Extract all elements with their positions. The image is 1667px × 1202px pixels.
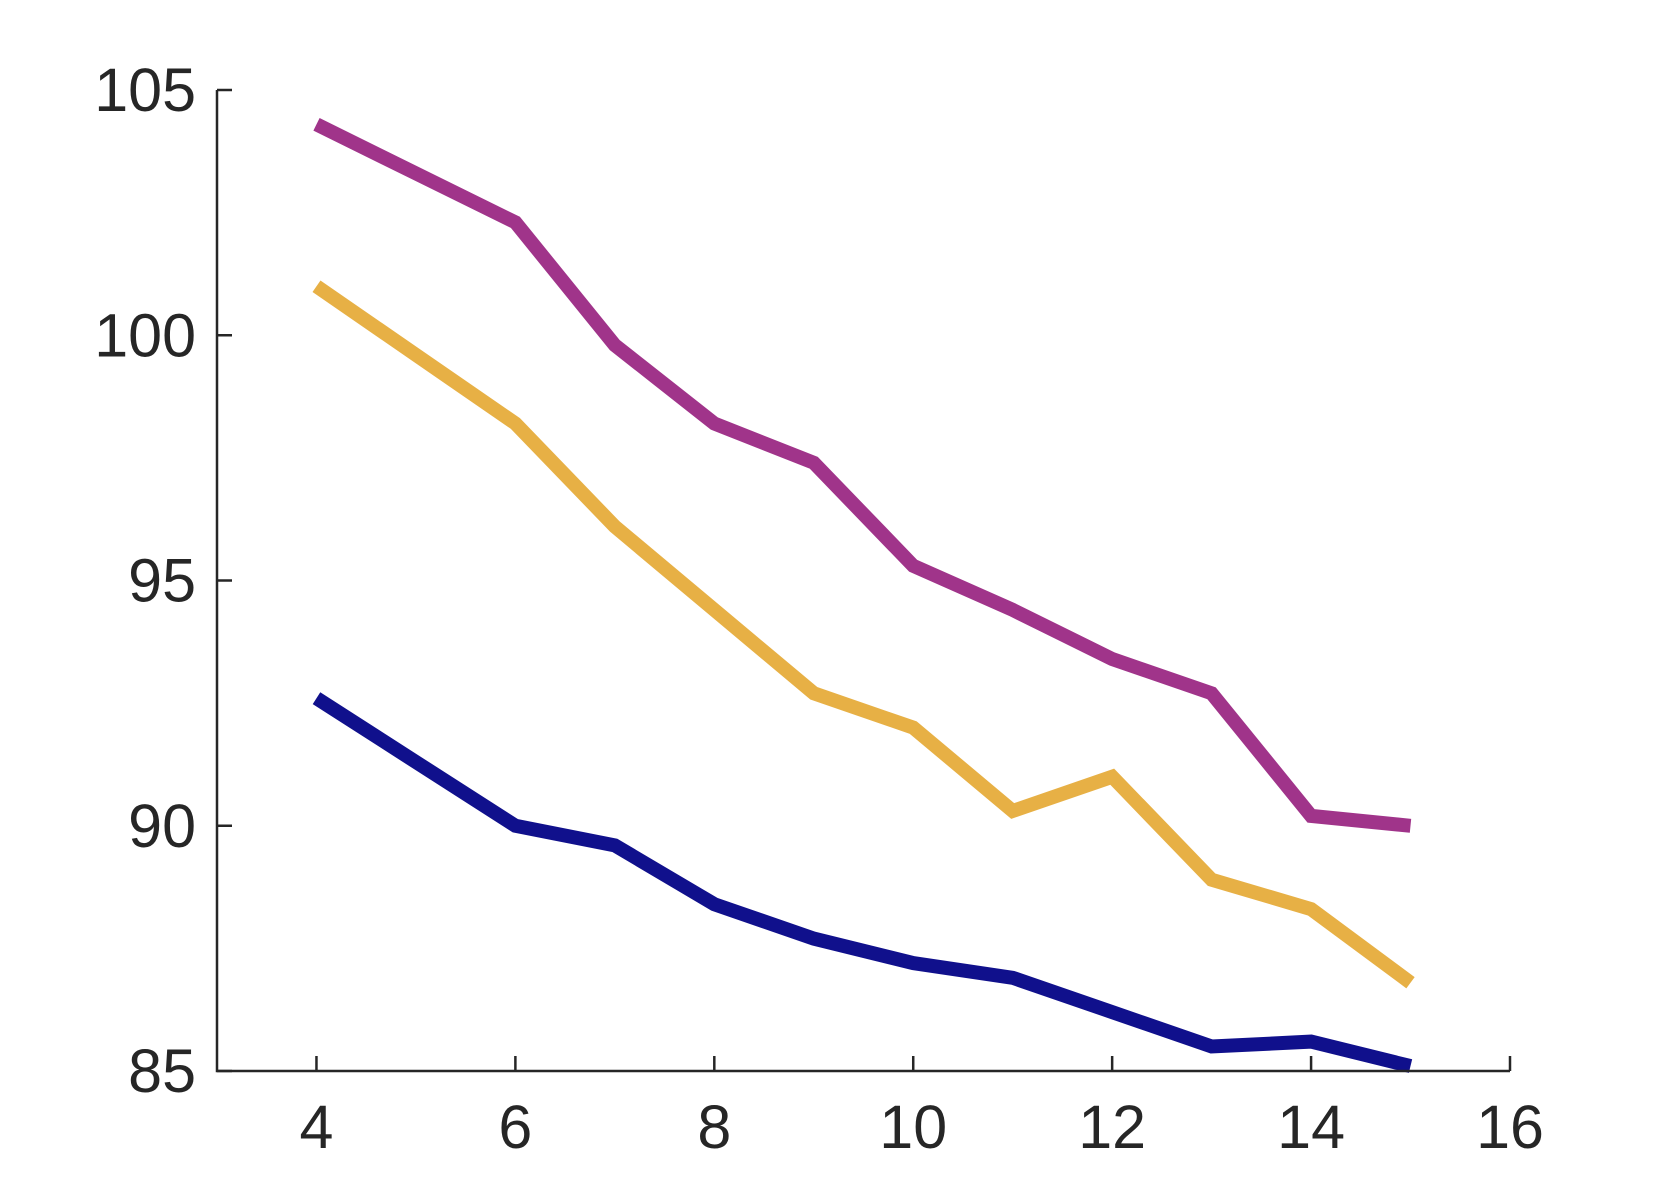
y-tick-label: 90 <box>128 792 196 860</box>
y-tick-label: 85 <box>128 1037 196 1105</box>
x-tick-label: 8 <box>697 1093 731 1161</box>
x-tick-label: 16 <box>1476 1093 1544 1161</box>
series-line-navy <box>312 692 1413 1073</box>
y-tick-label: 105 <box>94 56 196 124</box>
series-line-purple <box>313 118 1412 833</box>
y-tick-label: 95 <box>128 547 196 615</box>
x-tick-label: 10 <box>879 1093 947 1161</box>
x-tick-label: 12 <box>1078 1093 1146 1161</box>
plot-area: 4 6 8 10 12 14 16 85 90 95 100 105 <box>94 56 1544 1161</box>
series-line-gold <box>312 280 1415 989</box>
x-tick-label: 14 <box>1277 1093 1345 1161</box>
x-tick-label: 6 <box>498 1093 532 1161</box>
y-tick-label: 100 <box>94 301 196 369</box>
axes-spines <box>215 90 1510 1073</box>
x-tick-label: 4 <box>299 1093 333 1161</box>
